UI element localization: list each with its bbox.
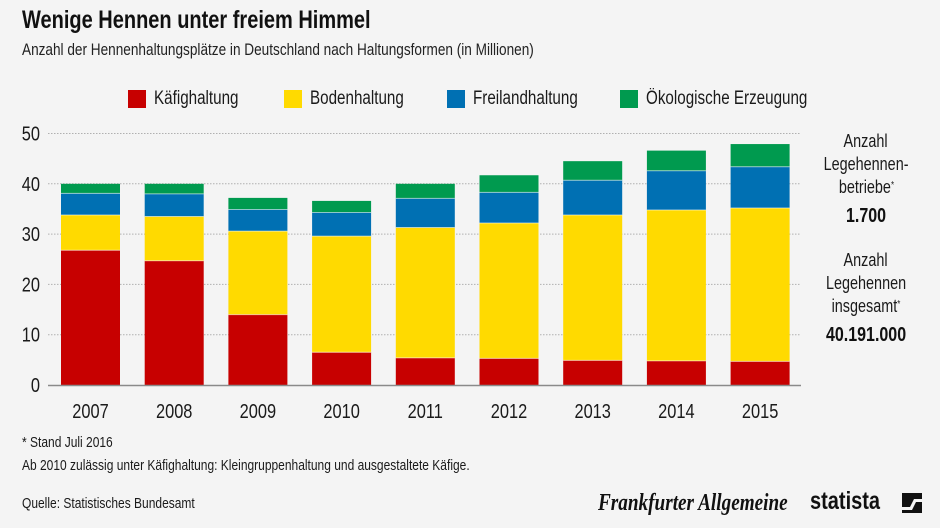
hens-value: 40.191.000 (825, 324, 907, 346)
bar-segment (61, 183, 120, 194)
bar-segment (730, 361, 790, 385)
x-axis-ticks: 2007 2008 2009 2010 2011 2012 2013 2014 2015 (72, 399, 778, 422)
bar-segment (563, 214, 623, 361)
footnote-date: * Stand Juli 2016 (22, 434, 113, 451)
bar-segment (730, 144, 790, 167)
x-tick-label: 2007 (72, 399, 108, 422)
bar-stack-2013 (563, 161, 623, 385)
bar-stack-2010 (312, 200, 372, 385)
legend-swatch (284, 90, 302, 108)
chart-title: Wenige Hennen unter freiem Himmel (22, 6, 371, 34)
faz-logo: Frankfurter Allgemeine (598, 490, 788, 516)
legend-swatch (128, 90, 146, 108)
bar-segment (479, 175, 539, 193)
legend-item-kaefighaltung: Käfighaltung (128, 86, 260, 112)
bar-segment (312, 236, 372, 353)
bar-segment (144, 260, 204, 385)
bar-stack-2009 (228, 197, 288, 385)
y-tick-label: 0 (31, 373, 40, 396)
statista-logo: statista (810, 487, 881, 515)
x-tick-label: 2009 (240, 399, 276, 422)
bar-segment (61, 250, 120, 385)
y-tick-label: 40 (22, 172, 40, 195)
legend-label: Bodenhaltung (310, 88, 404, 109)
x-tick-label: 2008 (156, 399, 192, 422)
x-tick-label: 2011 (408, 399, 443, 422)
farms-label-line-2: Legehennen- (823, 154, 909, 174)
bar-stack-2008 (144, 183, 204, 385)
bar-segment (144, 216, 204, 261)
footnote-mark: * (897, 299, 901, 310)
bar-segment (563, 180, 623, 215)
x-tick-label: 2014 (658, 399, 694, 422)
legend-label: Ökologische Erzeugung (646, 88, 808, 109)
bar-segment (479, 192, 539, 224)
bar-segment (646, 209, 706, 361)
legend-label: Freilandhaltung (473, 88, 578, 109)
x-tick-label: 2012 (491, 399, 527, 422)
hens-label-line-1: Anzahl (843, 250, 889, 270)
bar-segment (61, 193, 120, 215)
y-tick-label: 30 (22, 223, 40, 246)
hens-label-line-3: insgesamt (831, 296, 898, 316)
bar-segment (228, 231, 288, 315)
farms-label-line-3: betriebe (838, 177, 891, 197)
gridlines (48, 133, 801, 336)
bar-segment (730, 166, 790, 208)
bar-segment (144, 183, 204, 194)
bar-segment (395, 198, 455, 228)
hens-stat: Anzahl Legehennen insgesamt* 40.191.000 (806, 249, 926, 348)
hens-label-line-2: Legehennen (825, 273, 907, 293)
bar-segment (730, 207, 790, 362)
bar-segment (563, 161, 623, 181)
x-tick-label: 2010 (323, 399, 359, 422)
footnote-cage-info: Ab 2010 zulässig unter Käfighaltung: Kle… (22, 457, 470, 474)
bar-stack-2007 (61, 183, 120, 385)
side-panel: Anzahl Legehennen- betriebe* 1.700 Anzah… (806, 130, 926, 348)
bar-segment (228, 209, 288, 232)
bar-segment (646, 170, 706, 210)
legend: Käfighaltung Bodenhaltung Freilandhaltun… (0, 86, 940, 112)
bar-stack-2011 (395, 183, 455, 385)
legend-swatch (447, 90, 465, 108)
farms-value: 1.700 (845, 205, 887, 227)
legend-item-bodenhaltung: Bodenhaltung (284, 86, 427, 112)
y-tick-label: 10 (22, 323, 40, 346)
statista-icon (902, 493, 922, 513)
bar-segment (144, 193, 204, 217)
footnote-mark: * (890, 180, 894, 191)
bar-segment (312, 200, 372, 213)
bar-stack-2014 (646, 150, 706, 385)
y-tick-label: 20 (22, 273, 40, 296)
legend-item-oekologische-erzeugung: Ökologische Erzeugung (620, 86, 848, 112)
y-axis-ticks: 0 10 20 30 40 50 (22, 122, 40, 396)
chart-subtitle: Anzahl der Hennenhaltungsplätze in Deuts… (22, 40, 534, 59)
bar-segment (312, 352, 372, 385)
bar-stack-2012 (479, 175, 539, 385)
bar-segment (228, 197, 288, 210)
farms-label-line-1: Anzahl (843, 131, 889, 151)
bar-segment (479, 358, 539, 385)
bars (61, 144, 790, 385)
bar-segment (646, 150, 706, 171)
legend-item-freilandhaltung: Freilandhaltung (447, 86, 604, 112)
bar-segment (312, 212, 372, 237)
bar-segment (395, 183, 455, 199)
bar-segment (646, 360, 706, 385)
x-tick-label: 2013 (574, 399, 610, 422)
x-tick-label: 2015 (742, 399, 778, 422)
bar-segment (563, 360, 623, 385)
bar-segment (479, 223, 539, 359)
legend-label: Käfighaltung (154, 88, 239, 109)
bar-segment (395, 357, 455, 385)
bar-segment (61, 214, 120, 251)
bar-stack-2015 (730, 144, 790, 385)
bar-segment (228, 314, 288, 385)
source-note: Quelle: Statistisches Bundesamt (22, 495, 195, 512)
legend-swatch (620, 90, 638, 108)
y-tick-label: 50 (22, 122, 40, 145)
bar-segment (395, 227, 455, 358)
farms-stat: Anzahl Legehennen- betriebe* 1.700 (806, 130, 926, 229)
